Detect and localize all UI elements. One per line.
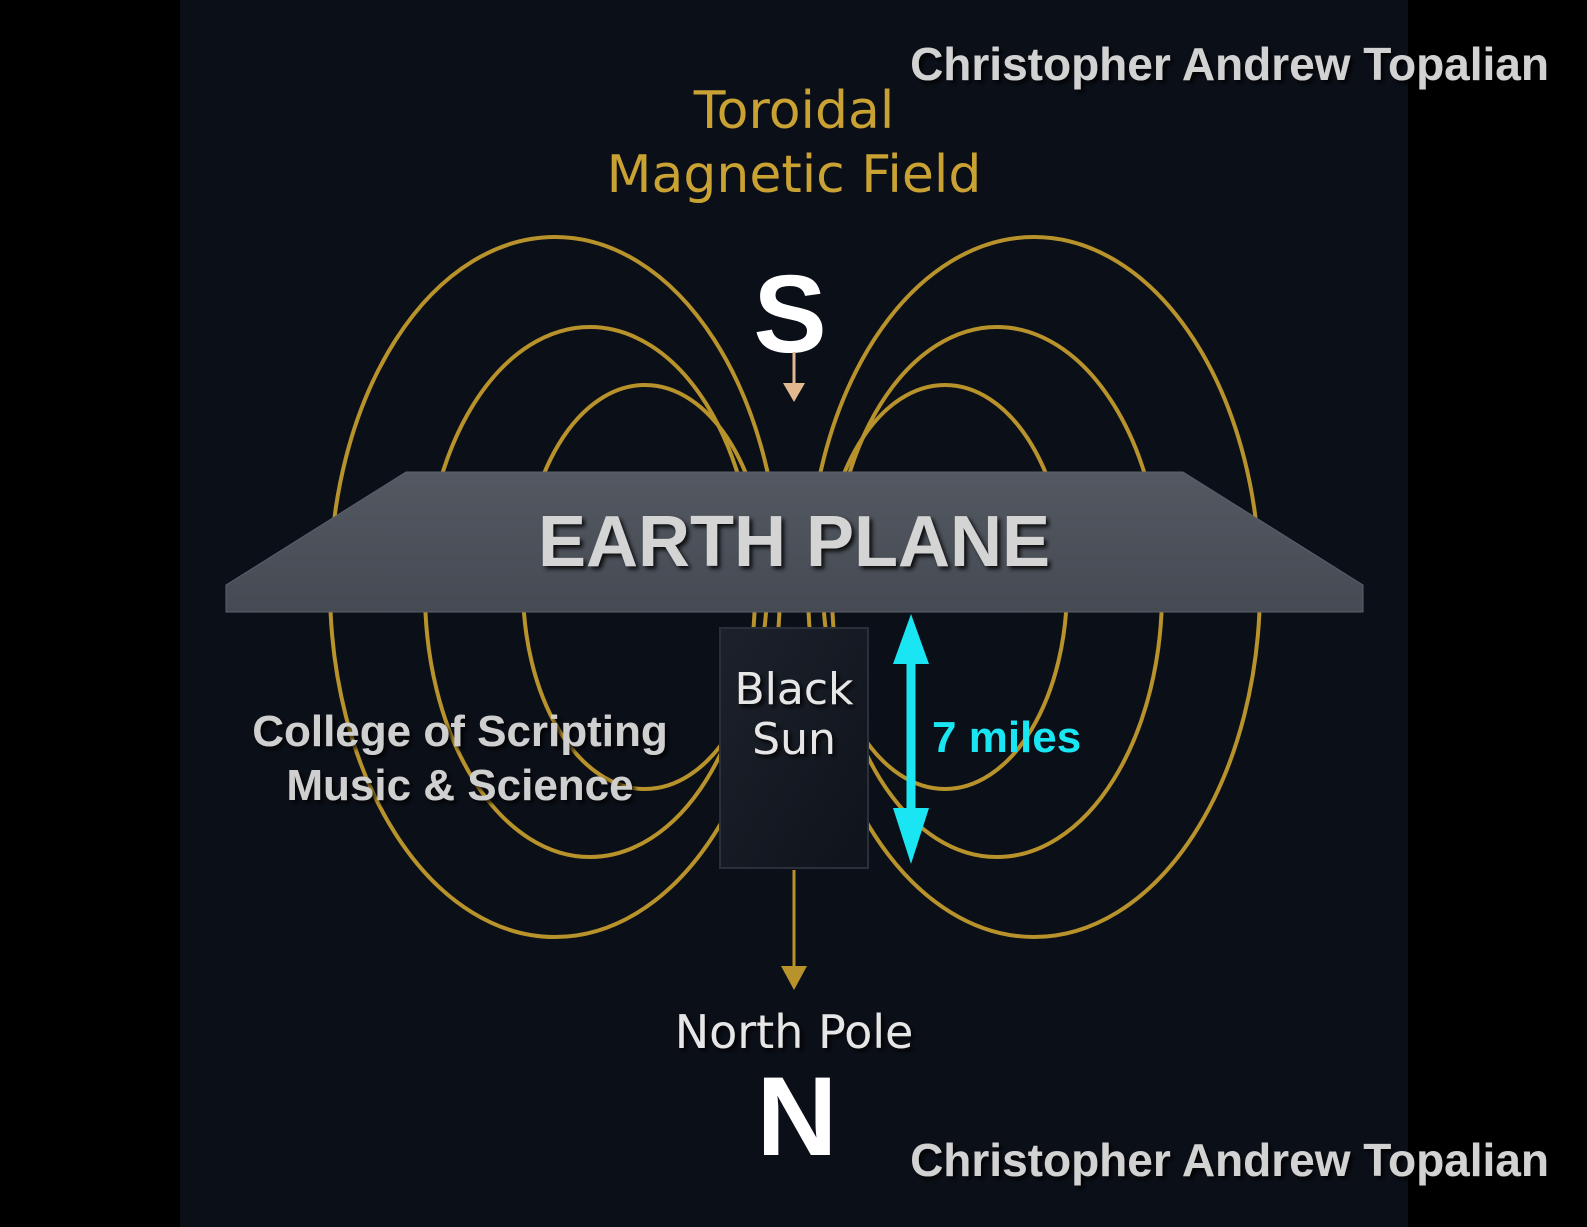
north-pole-letter: N (757, 1054, 838, 1179)
watermark-bottom: Christopher Andrew Topalian (910, 1134, 1549, 1186)
north-pole-label: North Pole (675, 1005, 914, 1059)
title-line1: Toroidal (693, 81, 895, 141)
panel-background (180, 0, 1408, 1227)
black-sun-label-line1: Black (734, 664, 854, 715)
college-label-line2: Music & Science (286, 761, 633, 810)
south-arrow-icon (783, 352, 805, 402)
black-sun-box (719, 627, 869, 869)
north-arrow-icon (781, 870, 807, 990)
watermark-top: Christopher Andrew Topalian (910, 38, 1549, 90)
earth-plane-label: EARTH PLANE (538, 502, 1050, 582)
college-label-line1: College of Scripting (252, 707, 668, 756)
distance-label: 7 miles (932, 713, 1081, 762)
distance-double-arrow-icon (893, 614, 929, 864)
black-sun-label-line2: Sun (752, 714, 836, 765)
earth-plane (225, 471, 1364, 613)
south-pole-letter: S (753, 253, 826, 376)
title-line2: Magnetic Field (607, 145, 982, 205)
